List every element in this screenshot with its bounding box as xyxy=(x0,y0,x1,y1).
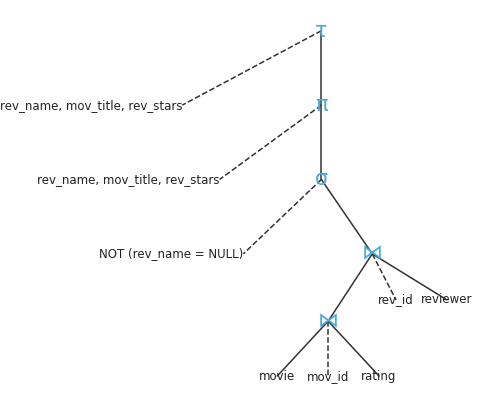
Text: rev_name, mov_title, rev_stars: rev_name, mov_title, rev_stars xyxy=(37,173,219,186)
Text: NOT (rev_name = NULL): NOT (rev_name = NULL) xyxy=(99,247,243,260)
Text: mov_id: mov_id xyxy=(306,369,348,383)
Text: rev_name, mov_title, rev_stars: rev_name, mov_title, rev_stars xyxy=(0,98,182,112)
Text: movie: movie xyxy=(258,369,295,383)
Text: σ: σ xyxy=(314,169,327,190)
Text: rev_id: rev_id xyxy=(378,293,413,307)
Text: π: π xyxy=(315,95,327,115)
Text: τ: τ xyxy=(315,21,327,41)
Text: reviewer: reviewer xyxy=(420,293,472,307)
Text: ⋈: ⋈ xyxy=(361,244,382,264)
Text: ⋈: ⋈ xyxy=(317,311,338,331)
Text: rating: rating xyxy=(361,369,396,383)
